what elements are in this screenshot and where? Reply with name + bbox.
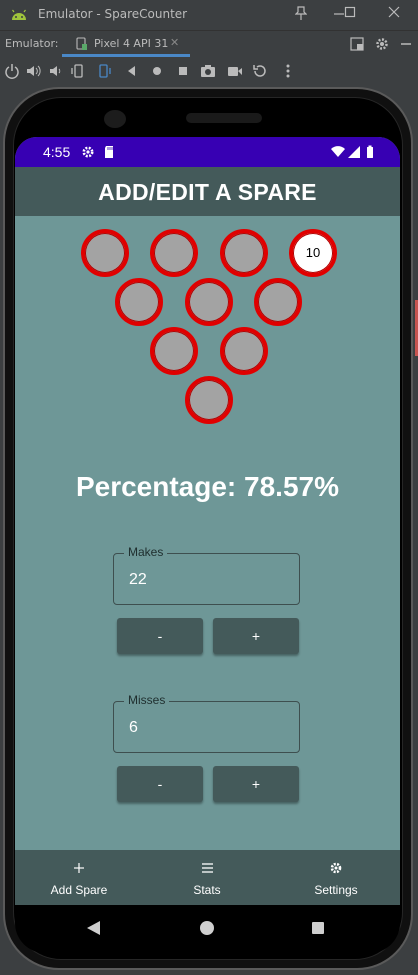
pin-4[interactable] (115, 278, 163, 326)
pin-2[interactable] (150, 327, 198, 375)
close-window-icon[interactable] (385, 6, 403, 24)
device-screen: 4:55 ADD/EDIT A SPARE 10 Percentage: 78.… (15, 137, 400, 905)
volume-down-icon[interactable] (47, 63, 63, 79)
nav-add-spare-label: Add Spare (50, 883, 108, 897)
menu-icon (202, 863, 213, 873)
camera-icon[interactable] (200, 63, 216, 79)
nav-settings[interactable]: Settings (272, 850, 400, 905)
plus-icon (74, 863, 84, 873)
misses-label: Misses (124, 693, 170, 707)
tab-active-indicator (62, 54, 190, 57)
device-icon (76, 37, 87, 50)
gear-icon[interactable] (375, 37, 389, 51)
system-back-icon[interactable] (87, 921, 100, 935)
rotate-left-icon[interactable] (70, 63, 86, 79)
status-time: 4:55 (43, 144, 71, 160)
signal-icon (348, 146, 360, 158)
home-icon[interactable] (149, 63, 165, 79)
makes-value[interactable]: 22 (129, 571, 147, 588)
layout-icon[interactable] (350, 37, 364, 51)
volume-up-icon[interactable] (25, 63, 41, 79)
nav-add-spare[interactable]: Add Spare (15, 850, 143, 905)
pin-7[interactable] (81, 229, 129, 277)
emulator-titlebar: Emulator - SpareCounter (0, 0, 418, 30)
makes-decrement-button[interactable]: - (117, 618, 203, 654)
nav-stats[interactable]: Stats (143, 850, 271, 905)
gear-icon (330, 862, 342, 874)
power-icon[interactable] (4, 63, 20, 79)
replay-icon[interactable] (252, 63, 268, 79)
wifi-icon (331, 146, 345, 157)
nav-stats-label: Stats (193, 883, 221, 897)
bottom-navigation: Add Spare Stats Settings (15, 850, 400, 905)
makes-increment-button[interactable]: + (213, 618, 299, 654)
android-icon (12, 9, 26, 20)
pin-3[interactable] (220, 327, 268, 375)
front-camera (104, 110, 126, 128)
battery-icon (367, 145, 373, 158)
record-icon[interactable] (227, 63, 243, 79)
misses-value[interactable]: 6 (129, 719, 138, 736)
pin-9[interactable] (220, 229, 268, 277)
system-home-icon[interactable] (200, 921, 214, 935)
earpiece-speaker (186, 113, 262, 123)
percentage-text: Percentage: 78.57% (75, 471, 340, 502)
emulator-tabbar: Emulator: Pixel 4 API 31 ✕ (0, 30, 418, 57)
app-bar: ADD/EDIT A SPARE (15, 167, 400, 216)
pin-5[interactable] (185, 278, 233, 326)
pin-window-icon[interactable] (292, 6, 310, 24)
tab-close-icon[interactable]: ✕ (170, 36, 180, 49)
emulator-label: Emulator: (5, 37, 59, 50)
pin-8[interactable] (150, 229, 198, 277)
pin-label: 10 (305, 245, 321, 260)
makes-label: Makes (124, 545, 168, 559)
side-panel-handle[interactable] (415, 300, 418, 356)
maximize-icon[interactable] (341, 6, 359, 24)
window-title: Emulator - SpareCounter (38, 7, 188, 21)
system-navigation-bar (15, 905, 400, 953)
overview-icon[interactable] (175, 63, 191, 79)
misses-field[interactable]: Misses 6 (113, 693, 300, 753)
status-bar: 4:55 (15, 137, 400, 167)
tab-device[interactable]: Pixel 4 API 31 ✕ (62, 31, 190, 57)
nav-settings-label: Settings (314, 883, 358, 897)
tab-device-label: Pixel 4 API 31 (94, 37, 169, 50)
minimize-button[interactable] (302, 6, 320, 24)
rotate-right-icon[interactable] (96, 63, 112, 79)
system-recents-icon[interactable] (312, 922, 324, 934)
page-title: ADD/EDIT A SPARE (98, 179, 317, 205)
settings-notification-icon (82, 146, 94, 158)
pin-10[interactable]: 10 (289, 229, 337, 277)
more-icon[interactable] (280, 63, 296, 79)
minimize-icon[interactable] (330, 6, 348, 24)
minimize-panel-icon[interactable] (400, 38, 412, 50)
sd-card-icon (105, 146, 113, 158)
emulator-toolbar (0, 57, 418, 85)
pin-6[interactable] (254, 278, 302, 326)
misses-decrement-button[interactable]: - (117, 766, 203, 802)
pin-1[interactable] (185, 376, 233, 424)
back-icon[interactable] (124, 63, 140, 79)
misses-increment-button[interactable]: + (213, 766, 299, 802)
makes-field[interactable]: Makes 22 (113, 545, 300, 605)
